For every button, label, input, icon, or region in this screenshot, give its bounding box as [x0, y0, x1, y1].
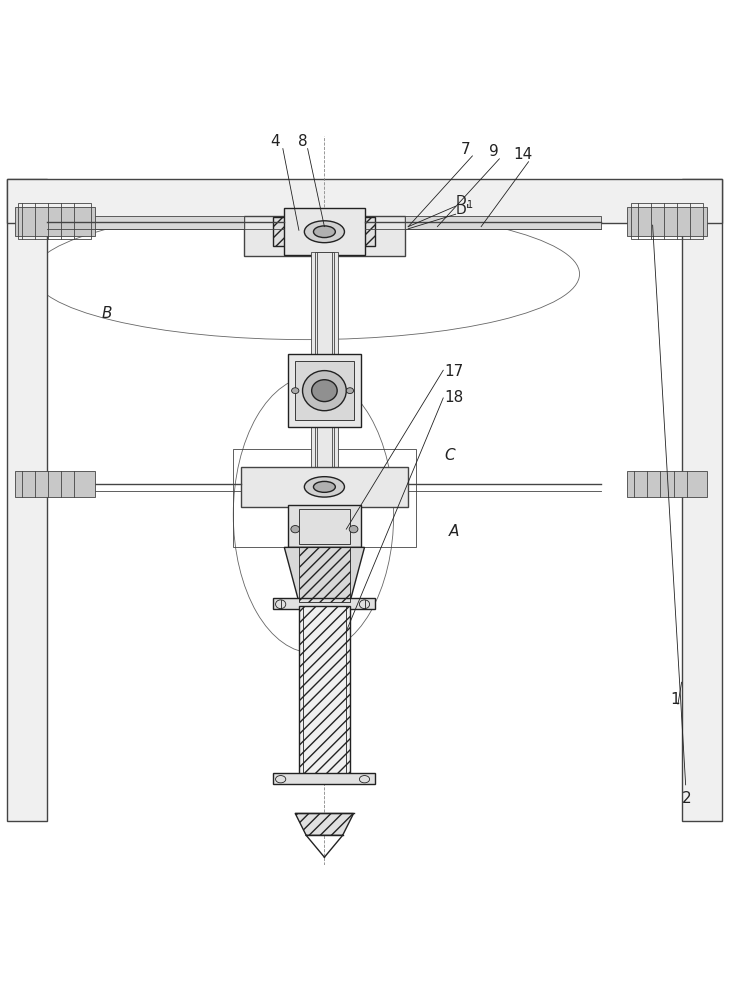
Bar: [15, 471, 95, 497]
Bar: [244, 216, 405, 256]
Bar: [295, 361, 354, 420]
Ellipse shape: [313, 226, 335, 238]
Text: 1: 1: [467, 200, 473, 210]
Text: 18: 18: [445, 390, 464, 405]
Ellipse shape: [291, 526, 300, 533]
Ellipse shape: [303, 371, 346, 411]
Bar: [15, 207, 95, 236]
Text: 4: 4: [270, 134, 281, 149]
Bar: [303, 606, 346, 777]
Bar: [299, 509, 350, 544]
Bar: [18, 203, 91, 239]
Bar: [627, 471, 707, 497]
Text: 7: 7: [460, 142, 470, 157]
Polygon shape: [284, 547, 364, 602]
Bar: [288, 505, 361, 547]
Bar: [299, 606, 350, 777]
Text: A: A: [448, 524, 459, 539]
Bar: [233, 449, 416, 547]
Text: 17: 17: [445, 364, 464, 379]
Bar: [241, 467, 408, 507]
Bar: [244, 216, 405, 256]
Bar: [631, 203, 703, 239]
Bar: [311, 252, 338, 536]
Ellipse shape: [292, 388, 299, 394]
Text: D': D': [456, 203, 470, 217]
Ellipse shape: [349, 526, 358, 533]
Text: 1: 1: [671, 692, 680, 707]
Ellipse shape: [305, 221, 345, 243]
Bar: [682, 179, 722, 821]
Ellipse shape: [313, 481, 335, 492]
Bar: [47, 216, 244, 229]
Ellipse shape: [312, 380, 337, 402]
Text: 2: 2: [652, 225, 691, 806]
Bar: [273, 598, 375, 609]
Bar: [7, 179, 722, 223]
Ellipse shape: [305, 477, 345, 497]
Bar: [284, 208, 364, 255]
Text: B: B: [102, 306, 112, 321]
Ellipse shape: [346, 388, 354, 394]
Bar: [315, 252, 334, 536]
Bar: [273, 773, 375, 784]
Bar: [273, 217, 375, 246]
Text: C: C: [445, 448, 456, 463]
Text: 8: 8: [297, 134, 308, 149]
Bar: [288, 354, 361, 427]
Polygon shape: [295, 813, 354, 835]
Text: 9: 9: [489, 144, 499, 159]
Text: D: D: [456, 194, 467, 208]
Bar: [627, 207, 707, 236]
Bar: [405, 216, 601, 229]
Text: 14: 14: [514, 147, 533, 162]
Bar: [7, 179, 47, 821]
